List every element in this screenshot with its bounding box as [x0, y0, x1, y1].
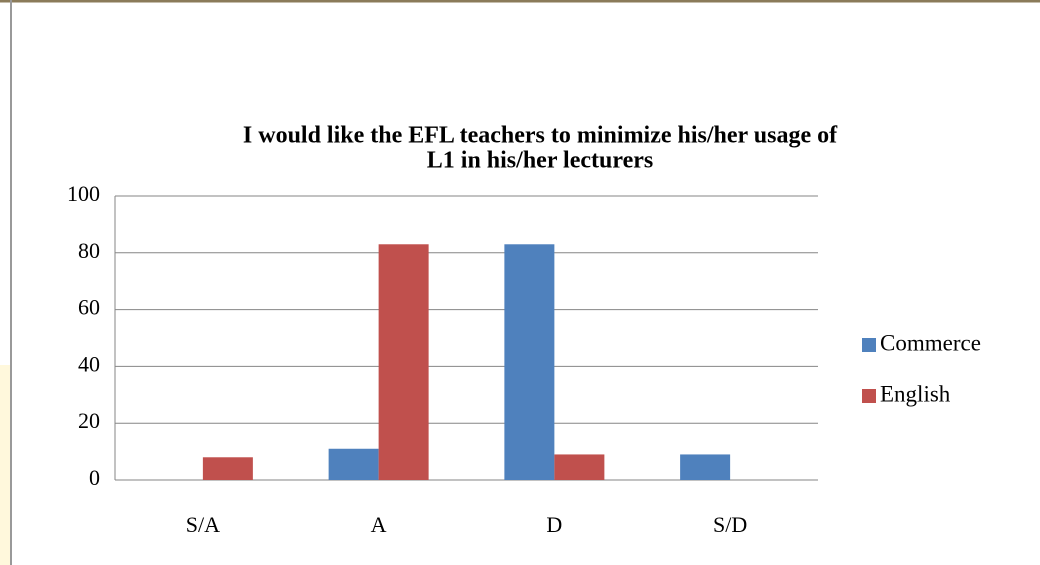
- x-tick-label: D: [546, 512, 562, 537]
- bar: [554, 454, 605, 480]
- bar: [328, 448, 379, 480]
- y-tick-label: 100: [67, 181, 100, 206]
- legend-swatch: [862, 338, 876, 352]
- bar: [202, 457, 253, 480]
- y-tick-label: 20: [78, 408, 100, 433]
- x-tick-label: A: [371, 512, 387, 537]
- bar: [378, 244, 429, 480]
- y-tick-label: 60: [78, 295, 100, 320]
- legend-swatch: [862, 389, 876, 403]
- y-tick-label: 80: [78, 238, 100, 263]
- bar: [680, 454, 731, 480]
- chart-title: L1 in his/her lecturers: [427, 148, 653, 174]
- legend-label: Commerce: [880, 330, 981, 355]
- chart-title: I would like the EFL teachers to minimiz…: [243, 123, 838, 149]
- x-tick-label: S/D: [713, 512, 747, 537]
- legend-label: English: [880, 381, 951, 406]
- bar: [504, 244, 555, 480]
- y-tick-label: 0: [89, 465, 100, 490]
- side-strip: [0, 365, 10, 565]
- y-tick-label: 40: [78, 351, 100, 376]
- x-tick-label: S/A: [186, 512, 220, 537]
